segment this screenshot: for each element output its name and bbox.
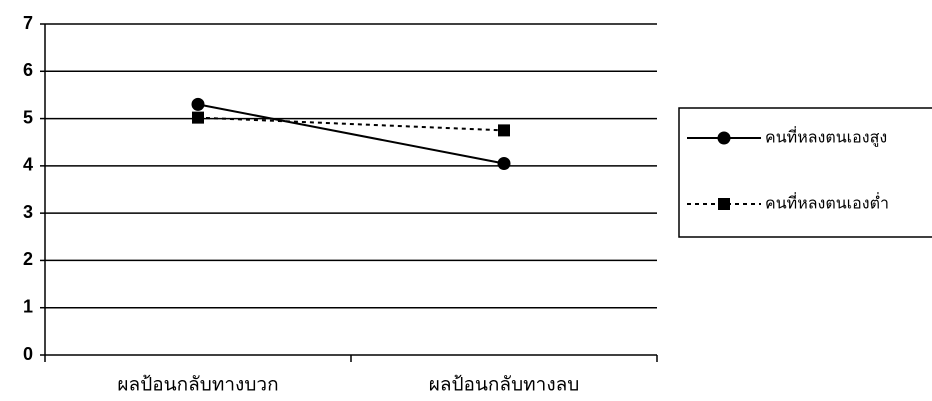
y-tick-label: 7 [23, 13, 33, 33]
y-tick-label: 0 [23, 344, 33, 364]
legend-label: คนที่หลงตนเองสูง [765, 126, 887, 148]
point [191, 97, 205, 111]
y-tick-label: 6 [23, 60, 33, 80]
point [498, 124, 510, 137]
y-tick-label: 3 [23, 202, 33, 222]
series-line [197, 103, 505, 165]
x-tick-label: ผลป้อนกลับทางลบ [429, 374, 580, 396]
legend-marker [717, 131, 731, 145]
x-tick-label: ผลป้อนกลับทางบวก [117, 374, 278, 396]
point [497, 156, 511, 170]
y-tick-label: 4 [23, 155, 33, 175]
point [192, 111, 204, 124]
y-tick-label: 5 [23, 107, 33, 127]
legend-marker [718, 198, 730, 210]
series-line [197, 116, 505, 132]
y-tick-label: 2 [23, 249, 33, 269]
legend-label: คนที่หลงตนเองต่ำ [765, 192, 889, 213]
y-tick-label: 1 [23, 296, 33, 316]
legend-box [678, 107, 932, 238]
